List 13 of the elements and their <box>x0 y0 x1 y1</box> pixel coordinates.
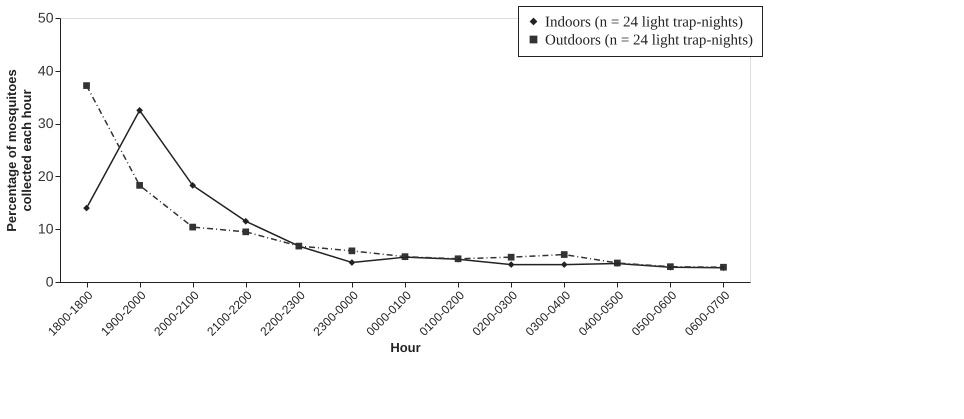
y-tick-label: 50 <box>38 10 54 26</box>
y-tick-label: 40 <box>38 62 54 78</box>
point <box>560 251 568 258</box>
y-tick-label: 10 <box>38 220 54 237</box>
y-axis-title: Percentage of mosquitoes collected each hour <box>4 69 34 232</box>
y-tick-label: 20 <box>38 168 54 184</box>
y-tick-label: 0 <box>46 274 54 290</box>
y-tick-label: 30 <box>38 115 54 132</box>
legend-label: Outdoors (n = 24 light trap-nights) <box>545 32 754 48</box>
point <box>83 82 90 89</box>
legend-label: Indoors (n = 24 light trap-nights) <box>545 14 744 30</box>
x-axis-title: Hour <box>390 340 421 355</box>
point <box>189 224 196 230</box>
